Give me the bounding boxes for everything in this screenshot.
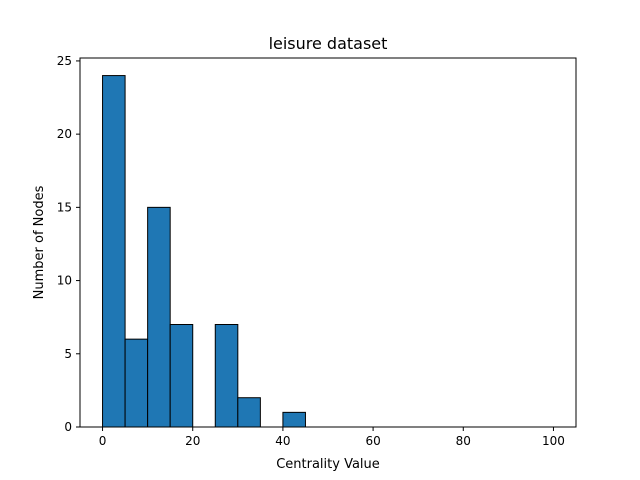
- x-axis-label: Centrality Value: [276, 457, 380, 472]
- x-axis-ticks: 0 20 40 60 80 100: [99, 427, 565, 448]
- y-axis-label: Number of Nodes: [32, 185, 47, 299]
- y-tick-label: 20: [57, 127, 72, 141]
- x-tick-label: 0: [99, 434, 107, 448]
- y-tick-label: 10: [57, 274, 72, 288]
- y-tick-label: 25: [57, 54, 72, 68]
- y-axis-ticks: 0 5 10 15 20 25: [57, 54, 80, 434]
- x-tick-label: 100: [542, 434, 565, 448]
- y-tick-label: 5: [64, 347, 72, 361]
- x-tick-label: 60: [365, 434, 380, 448]
- histogram-bar: [282, 411, 306, 428]
- y-tick-label: 15: [57, 200, 72, 214]
- x-tick-label: 40: [275, 434, 290, 448]
- x-tick-label: 20: [185, 434, 200, 448]
- plot-frame: [79, 57, 577, 428]
- x-tick-label: 80: [456, 434, 471, 448]
- histogram-bar: [237, 397, 261, 428]
- histogram-bar: [147, 206, 171, 428]
- bars-group: [102, 75, 306, 428]
- histogram-bar: [124, 338, 149, 428]
- y-tick-label: 0: [64, 420, 72, 434]
- histogram-bar: [169, 324, 194, 428]
- chart-title: leisure dataset: [269, 34, 388, 53]
- histogram-bar: [214, 324, 239, 428]
- histogram-bar: [102, 75, 126, 428]
